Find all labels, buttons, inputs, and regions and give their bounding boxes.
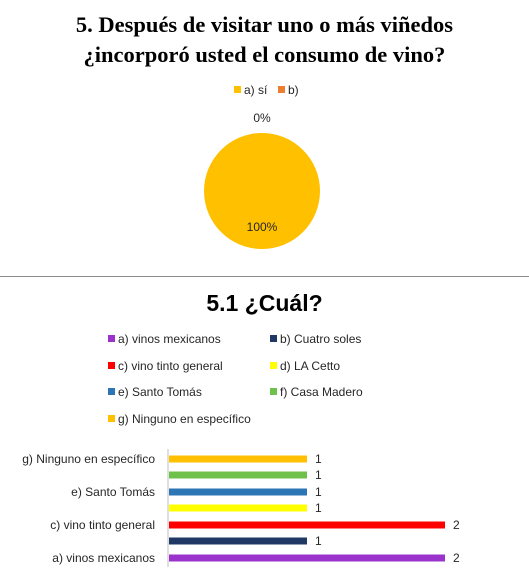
legend-label-0: a) sí (244, 83, 268, 97)
legend-label-1: b) (288, 83, 299, 97)
legend-swatch-6 (108, 415, 115, 422)
y-tick-label-0: a) vinos mexicanos (52, 551, 155, 565)
legend-swatch-2 (108, 362, 115, 369)
legend-swatch-4 (108, 388, 115, 395)
bar-6 (169, 455, 307, 463)
bar-value-label-6: 1 (315, 452, 322, 466)
bar-5 (169, 471, 307, 479)
y-tick-label-6: g) Ninguno en específico (22, 452, 155, 466)
bar-value-label-3: 1 (315, 501, 322, 515)
bar-value-label-2: 2 (453, 518, 460, 532)
bar-chart-title: 5.1 ¿Cuál? (206, 290, 323, 316)
y-tick-label-2: c) vino tinto general (50, 518, 155, 532)
bar-3 (169, 504, 307, 512)
legend-label-1: b) Cuatro soles (280, 332, 361, 346)
bar-0 (169, 554, 445, 562)
legend-swatch-1 (270, 335, 277, 342)
legend-swatch-0 (108, 335, 115, 342)
legend-label-4: e) Santo Tomás (118, 385, 202, 399)
pie-data-label-1: 0% (253, 111, 271, 125)
pie-data-label-0: 100% (247, 220, 278, 234)
bar-value-label-1: 1 (315, 534, 322, 548)
legend-label-5: f) Casa Madero (280, 385, 363, 399)
y-tick-label-4: e) Santo Tomás (71, 485, 155, 499)
bar-chart: a) vinos mexicanos b) Cuatro soles c) vino… (22, 332, 460, 567)
legend-swatch-3 (270, 362, 277, 369)
bar-4 (169, 488, 307, 496)
legend-label-2: c) vino tinto general (118, 359, 223, 373)
pie-slice-0 (204, 133, 320, 249)
pie-chart-title-line-2: ¿incorporó usted el consumo de vino? (83, 42, 446, 67)
pie-chart-panel: 5. Después de visitar uno o más viñedos … (0, 0, 529, 277)
legend-label-3: d) LA Cetto (280, 359, 340, 373)
bar-1 (169, 537, 307, 545)
bar-value-label-0: 2 (453, 551, 460, 565)
legend-swatch-5 (270, 388, 277, 395)
legend-swatch-0 (234, 86, 241, 93)
bar-2 (169, 521, 445, 529)
pie-chart: a) sí b) 100% 0% (204, 83, 320, 249)
legend-swatch-1 (278, 86, 285, 93)
legend-label-0: a) vinos mexicanos (118, 332, 221, 346)
legend-label-6: g) Ninguno en específico (118, 412, 251, 426)
pie-chart-title-line-1: 5. Después de visitar uno o más viñedos (75, 12, 454, 37)
bar-value-label-5: 1 (315, 468, 322, 482)
bar-value-label-4: 1 (315, 485, 322, 499)
bar-chart-panel: 5.1 ¿Cuál? a) vinos mexicanos b) Cuatro s… (0, 277, 529, 585)
